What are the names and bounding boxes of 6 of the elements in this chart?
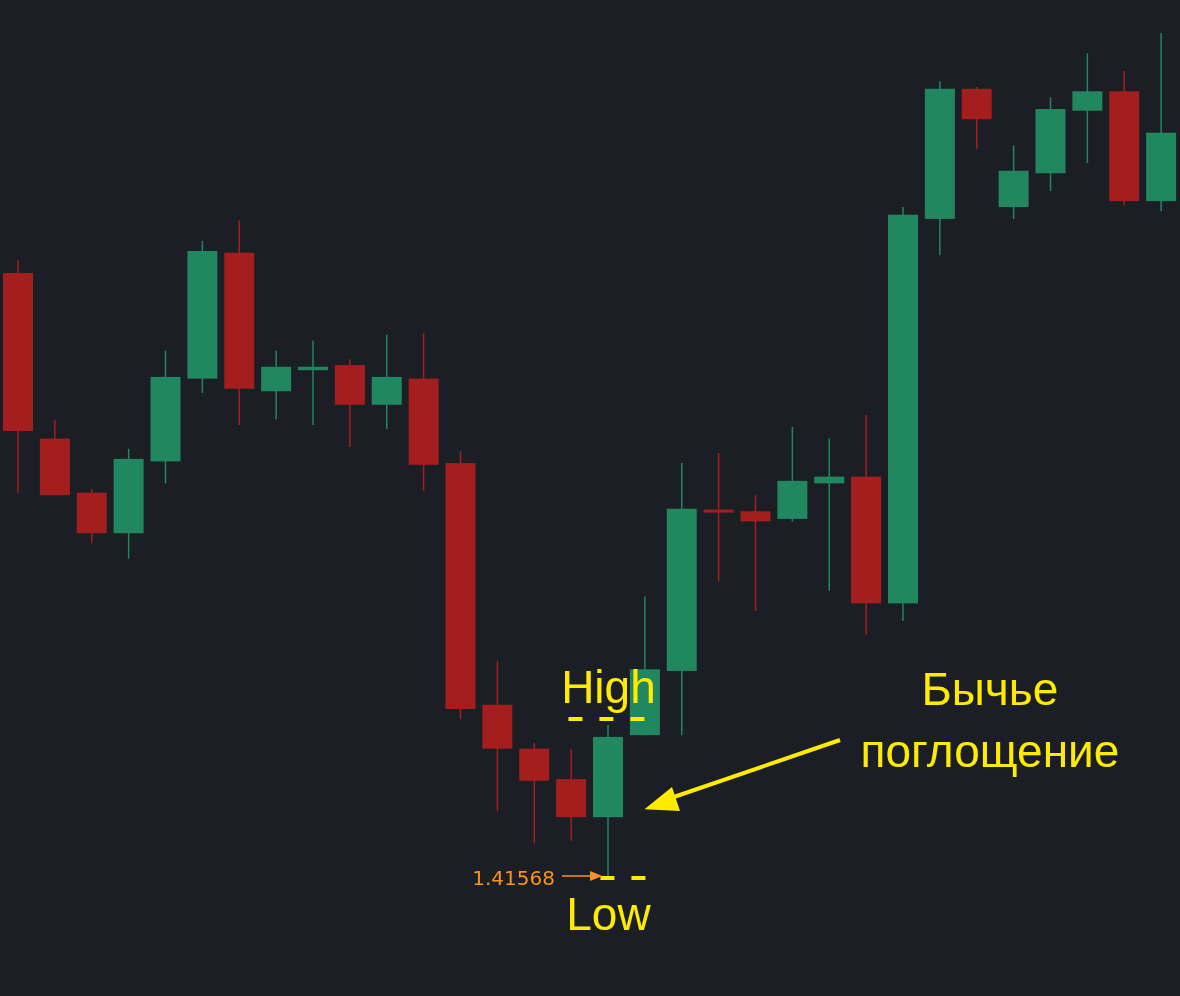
annotation: 1.41568 bbox=[472, 866, 555, 890]
annotation: Бычье поглощение bbox=[860, 663, 1120, 777]
text: Low bbox=[566, 888, 652, 940]
annotation: High bbox=[561, 661, 656, 714]
candlestick bbox=[740, 494, 771, 612]
candlestick bbox=[703, 452, 734, 583]
